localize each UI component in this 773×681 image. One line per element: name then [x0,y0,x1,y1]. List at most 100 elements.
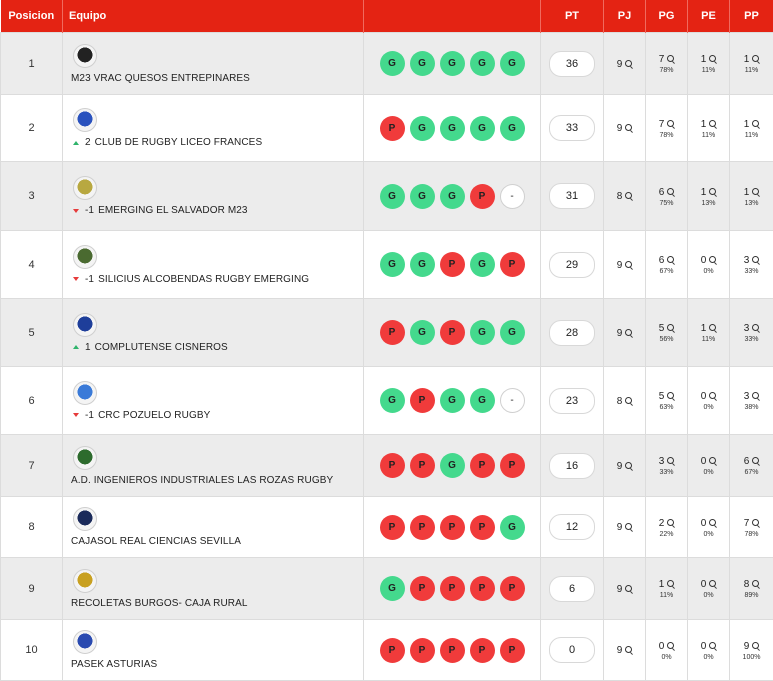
search-icon[interactable] [709,457,717,464]
search-icon[interactable] [667,187,675,195]
team-cell[interactable]: RECOLETAS BURGOS- CAJA RURAL [62,557,364,620]
team-cell[interactable]: 1 COMPLUTENSE CISNEROS [62,298,364,367]
search-icon[interactable] [709,641,717,649]
team-name[interactable]: A.D. INGENIEROS INDUSTRIALES LAS ROZAS R… [71,474,334,486]
table-row[interactable]: 6 -1 CRC POZUELO RUGBY G P G G -23 8 5 63% 0 0% 3 38% [0,366,773,435]
form-result: P [379,320,405,345]
search-icon[interactable] [625,328,633,336]
search-icon[interactable] [667,641,675,649]
team-cell[interactable]: PASEK ASTURIAS [62,619,364,681]
table-row[interactable]: 10 PASEK ASTURIAS P P P P P 0 9 0 0% 0 0% 9 100% [0,619,773,681]
search-icon[interactable] [752,518,760,526]
search-icon[interactable] [752,187,760,195]
search-icon[interactable] [625,124,633,131]
header-pt[interactable]: PT [540,0,604,33]
table-row[interactable]: 3 -1 EMERGING EL SALVADOR M23 G G G P -31 8 6 75% 1… [0,161,773,231]
stat-pe-percent: 0% [703,469,714,476]
search-icon[interactable] [709,324,717,331]
team-name[interactable]: CAJASOL REAL CIENCIAS SEVILLA [71,536,241,547]
search-icon[interactable] [709,256,717,263]
search-icon[interactable] [752,119,760,127]
lost-cell: 1 11% [729,94,773,162]
team-cell[interactable]: M23 VRAC QUESOS ENTREPINARES [62,32,364,95]
table-row[interactable]: 5 1 COMPLUTENSE CISNEROS P G P G G 28 9 5 56% 1 11% 3 3… [0,298,773,367]
team-cell[interactable]: -1 CRC POZUELO RUGBY [62,366,364,435]
search-icon[interactable] [667,256,675,263]
form-result: G [439,453,465,478]
search-icon[interactable] [752,55,760,62]
points-value: 33 [549,115,595,141]
points-value: 12 [549,514,595,540]
search-icon[interactable] [667,119,675,127]
stat-pg: 2 [658,517,665,529]
search-icon[interactable] [752,580,760,587]
team-name[interactable]: M23 VRAC QUESOS ENTREPINARES [71,72,250,84]
header-pg[interactable]: PG [645,0,688,33]
table-row[interactable]: 4 -1 SILICIUS ALCOBENDAS RUGBY EMERGING G G P… [0,230,773,299]
table-row[interactable]: 2 2 CLUB DE RUGBY LICEO FRANCES P G G G G 33 9 7 78… [0,94,773,162]
played-cell: 9 [603,619,646,681]
search-icon[interactable] [625,396,633,404]
team-name[interactable]: SILICIUS ALCOBENDAS RUGBY EMERGING [98,273,310,285]
search-icon[interactable] [625,461,633,469]
search-icon[interactable] [709,187,717,195]
table-row[interactable]: 8 CAJASOL REAL CIENCIAS SEVILLA P P P P G 12 9 2 2… [0,496,773,558]
stat-pg-percent: 75% [659,199,674,207]
search-icon[interactable] [625,260,633,268]
header-pp[interactable]: PP [729,0,773,33]
search-icon[interactable] [625,192,633,199]
search-icon[interactable] [752,324,760,331]
header-position[interactable]: Posicion [0,0,63,33]
table-row[interactable]: 1 M23 VRAC QUESOS ENTREPINARES G G G G G 36 9 7 78… [0,32,773,95]
team-name[interactable]: CLUB DE RUGBY LICEO FRANCES [94,137,263,148]
search-icon[interactable] [625,523,633,530]
stat-pj: 9 [616,123,623,134]
trend-down-icon [73,277,79,281]
search-icon[interactable] [752,392,760,399]
team-cell[interactable]: CAJASOL REAL CIENCIAS SEVILLA [62,496,364,558]
search-icon[interactable] [709,119,717,127]
search-icon[interactable] [667,55,675,62]
header-team[interactable]: Equipo [62,0,364,33]
lost-cell: 9 100% [729,619,773,681]
team-name[interactable]: EMERGING EL SALVADOR M23 [98,205,248,216]
search-icon[interactable] [709,580,717,587]
table-row[interactable]: 7 A.D. INGENIEROS INDUSTRIALES LAS ROZAS … [0,434,773,497]
played-cell: 9 [603,94,646,162]
team-name[interactable]: COMPLUTENSE CISNEROS [94,341,228,353]
stat-pj: 9 [616,583,623,595]
form-result: P [469,576,495,601]
header-pj[interactable]: PJ [603,0,646,33]
won-cell: 6 75% [645,161,688,231]
search-icon[interactable] [667,324,675,331]
lost-cell: 6 67% [729,434,773,497]
search-icon[interactable] [752,641,760,649]
search-icon[interactable] [709,55,717,62]
search-icon[interactable] [625,646,633,653]
search-icon[interactable] [667,518,675,526]
team-name[interactable]: CRC POZUELO RUGBY [98,409,211,421]
search-icon[interactable] [667,392,675,399]
search-icon[interactable] [625,59,633,67]
search-icon[interactable] [752,256,760,263]
team-name[interactable]: PASEK ASTURIAS [71,659,158,670]
team-cell[interactable]: A.D. INGENIEROS INDUSTRIALES LAS ROZAS R… [62,434,364,497]
stat-pg: 7 [658,54,665,65]
search-icon[interactable] [667,580,675,587]
won-cell: 1 11% [645,557,688,620]
search-icon[interactable] [667,457,675,464]
search-icon[interactable] [709,518,717,526]
team-cell[interactable]: -1 EMERGING EL SALVADOR M23 [62,161,364,231]
form-result: G [439,115,465,141]
search-icon[interactable] [709,392,717,399]
search-icon[interactable] [625,584,633,592]
team-cell[interactable]: -1 SILICIUS ALCOBENDAS RUGBY EMERGING [62,230,364,299]
stat-pg-percent: 22% [659,530,674,538]
team-name[interactable]: RECOLETAS BURGOS- CAJA RURAL [71,597,248,609]
search-icon[interactable] [752,457,760,464]
table-row[interactable]: 9 RECOLETAS BURGOS- CAJA RURAL G P P P P 6 9 1 11%… [0,557,773,620]
header-pe[interactable]: PE [687,0,730,33]
team-cell[interactable]: 2 CLUB DE RUGBY LICEO FRANCES [62,94,364,162]
